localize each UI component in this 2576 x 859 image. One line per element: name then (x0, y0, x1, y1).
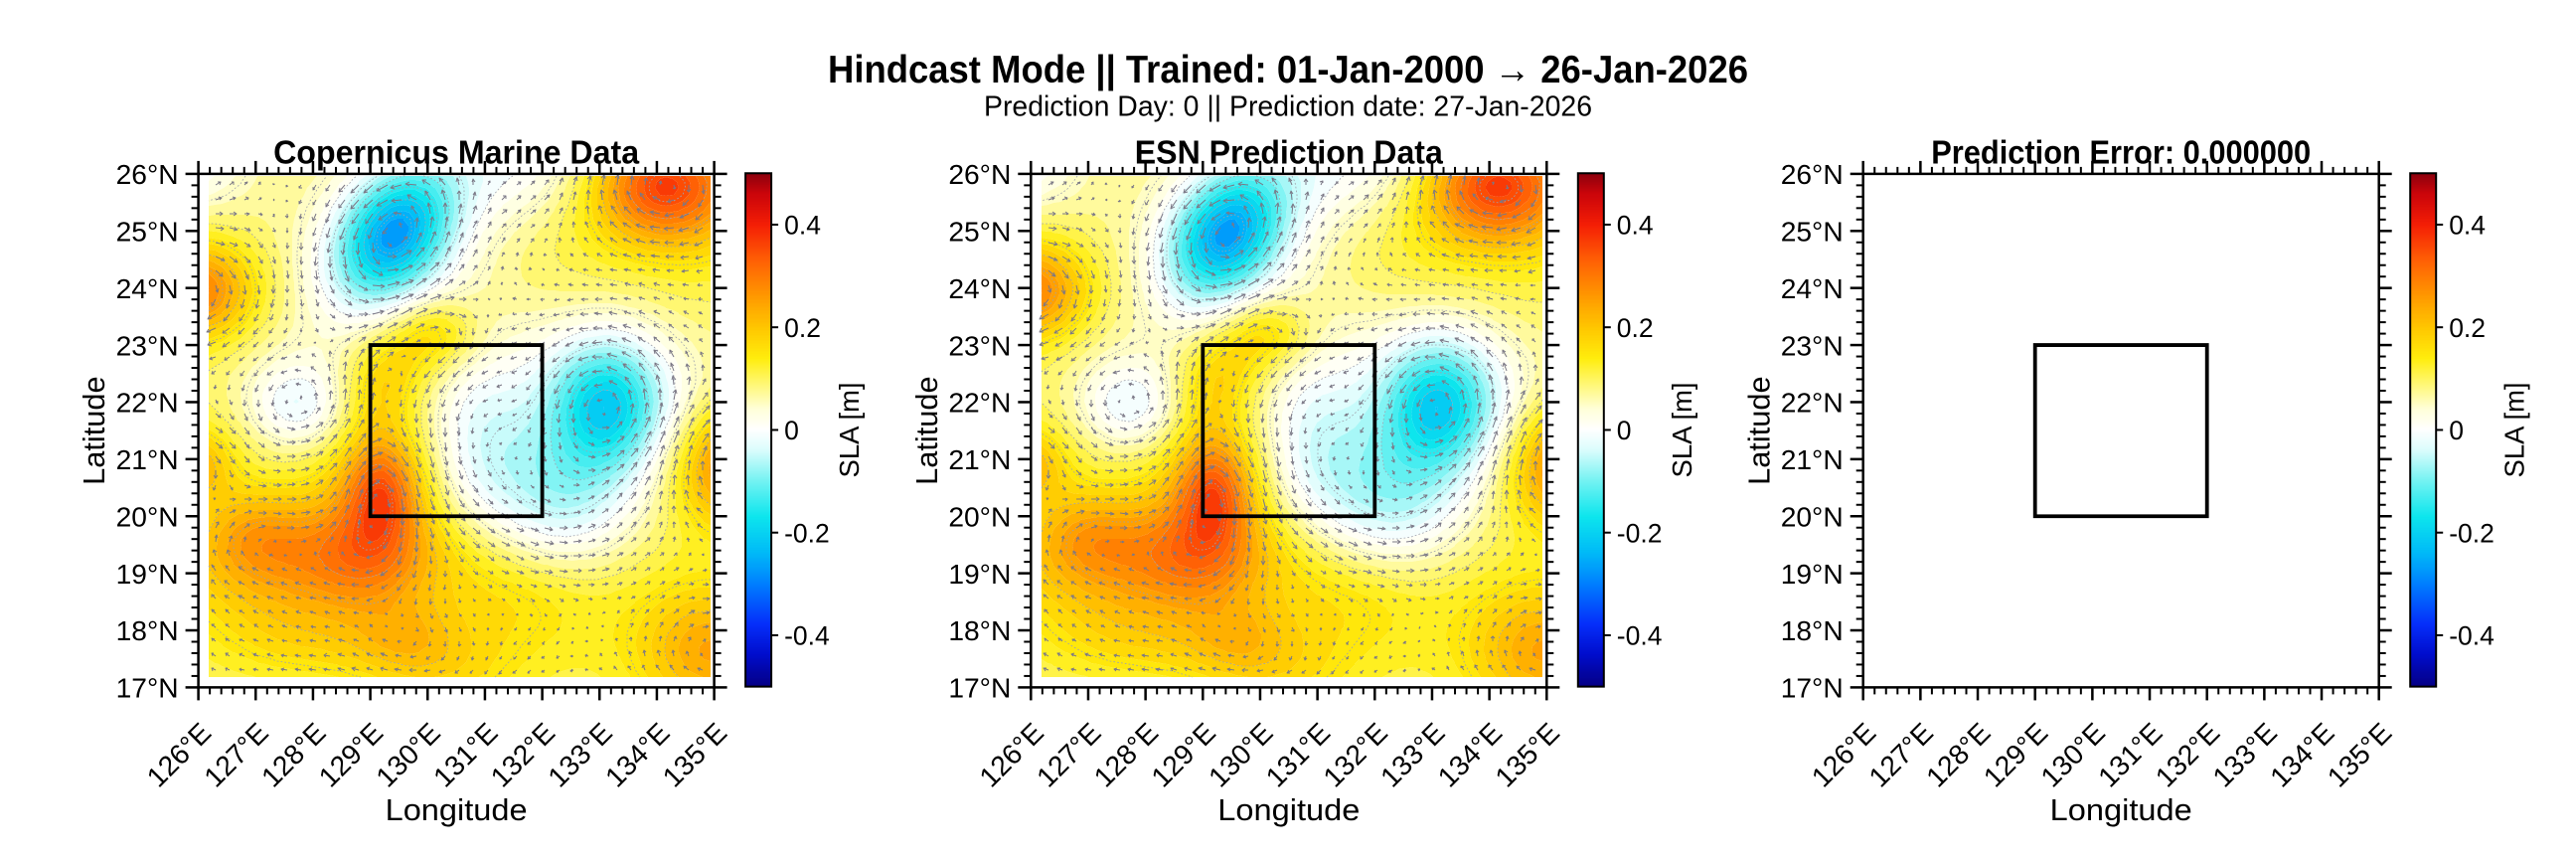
svg-text:26°N: 26°N (1781, 158, 1844, 190)
svg-text:19°N: 19°N (948, 558, 1011, 590)
svg-text:17°N: 17°N (1781, 672, 1844, 704)
svg-text:SLA [m]: SLA [m] (833, 382, 865, 477)
svg-text:20°N: 20°N (116, 500, 179, 532)
svg-text:20°N: 20°N (1781, 500, 1844, 532)
svg-text:Hindcast Mode || Trained: 01-J: Hindcast Mode || Trained: 01-Jan-2000 → … (828, 49, 1748, 91)
svg-text:Prediction Error: 0.000000: Prediction Error: 0.000000 (1931, 134, 2311, 171)
svg-text:22°N: 22°N (948, 387, 1011, 419)
svg-text:SLA [m]: SLA [m] (2497, 382, 2529, 477)
svg-text:Longitude: Longitude (1217, 792, 1360, 827)
svg-text:-0.2: -0.2 (784, 518, 830, 548)
svg-text:19°N: 19°N (116, 558, 179, 590)
svg-text:0: 0 (784, 416, 799, 445)
svg-text:21°N: 21°N (1781, 443, 1844, 475)
svg-text:ESN Prediction Data: ESN Prediction Data (1135, 134, 1443, 171)
svg-text:26°N: 26°N (948, 158, 1011, 190)
svg-text:18°N: 18°N (116, 614, 179, 646)
svg-text:25°N: 25°N (116, 216, 179, 248)
svg-text:22°N: 22°N (116, 387, 179, 419)
svg-text:18°N: 18°N (948, 614, 1011, 646)
svg-text:24°N: 24°N (948, 272, 1011, 304)
svg-text:-0.4: -0.4 (784, 621, 830, 651)
svg-text:26°N: 26°N (116, 158, 179, 190)
svg-text:21°N: 21°N (116, 443, 179, 475)
svg-text:18°N: 18°N (1781, 614, 1844, 646)
svg-text:0.4: 0.4 (2449, 211, 2486, 241)
svg-text:23°N: 23°N (948, 329, 1011, 361)
svg-text:0.4: 0.4 (784, 211, 821, 241)
svg-text:Prediction Day: 0 || Predictio: Prediction Day: 0 || Prediction date: 27… (984, 91, 1592, 123)
svg-text:Latitude: Latitude (909, 376, 944, 485)
svg-text:0.4: 0.4 (1617, 211, 1654, 241)
svg-text:25°N: 25°N (1781, 216, 1844, 248)
svg-text:Latitude: Latitude (1741, 376, 1776, 485)
svg-text:-0.2: -0.2 (2449, 518, 2495, 548)
svg-text:Longitude: Longitude (386, 792, 528, 827)
svg-text:0.2: 0.2 (2449, 313, 2486, 343)
svg-text:17°N: 17°N (948, 672, 1011, 704)
svg-text:Latitude: Latitude (77, 376, 111, 485)
svg-text:23°N: 23°N (116, 329, 179, 361)
svg-text:-0.2: -0.2 (1617, 518, 1663, 548)
svg-text:Copernicus Marine Data: Copernicus Marine Data (273, 134, 639, 171)
svg-text:24°N: 24°N (1781, 272, 1844, 304)
svg-text:-0.4: -0.4 (1617, 621, 1663, 651)
svg-text:SLA [m]: SLA [m] (1666, 382, 1697, 477)
svg-text:23°N: 23°N (1781, 329, 1844, 361)
svg-text:0.2: 0.2 (784, 313, 821, 343)
svg-text:0: 0 (2449, 416, 2464, 445)
svg-text:Longitude: Longitude (2050, 792, 2192, 827)
svg-text:0: 0 (1617, 416, 1632, 445)
svg-text:0.2: 0.2 (1617, 313, 1654, 343)
svg-text:21°N: 21°N (948, 443, 1011, 475)
svg-text:-0.4: -0.4 (2449, 621, 2495, 651)
svg-text:17°N: 17°N (116, 672, 179, 704)
svg-text:25°N: 25°N (948, 216, 1011, 248)
svg-text:20°N: 20°N (948, 500, 1011, 532)
svg-text:24°N: 24°N (116, 272, 179, 304)
svg-text:19°N: 19°N (1781, 558, 1844, 590)
svg-text:22°N: 22°N (1781, 387, 1844, 419)
